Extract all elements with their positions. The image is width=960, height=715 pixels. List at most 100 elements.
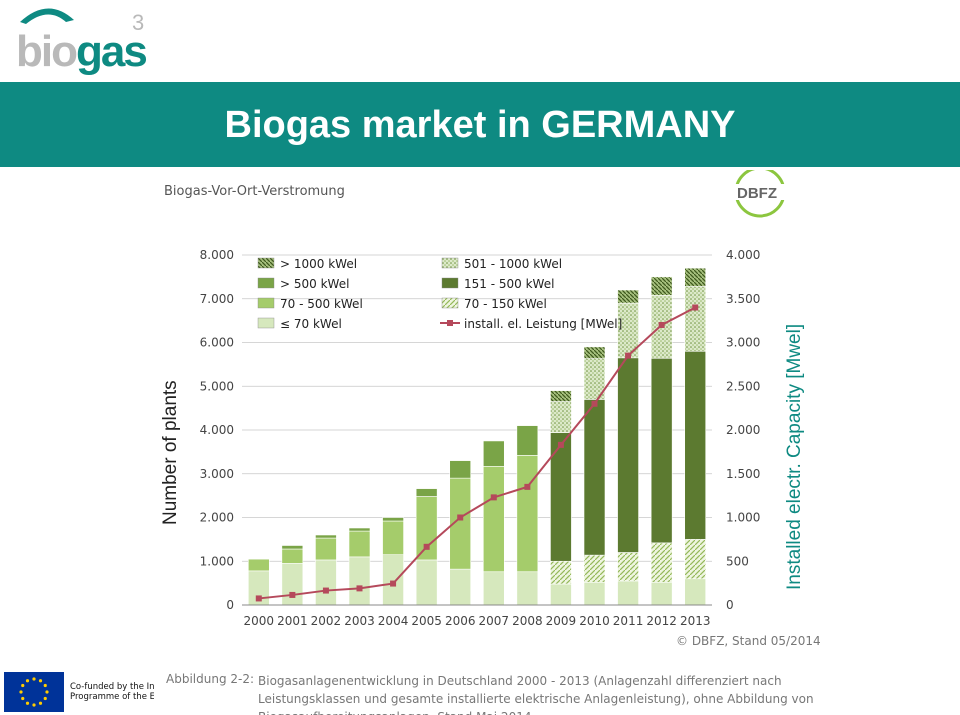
y-left-tick-label: 8.000 xyxy=(200,248,234,262)
bar-segment-70-500-kwel-2008 xyxy=(516,455,539,573)
eu-star xyxy=(38,679,43,683)
y-axis-right-title: Installed electr. Capacity [Mwel] xyxy=(784,323,805,590)
y-left-tick-label: 3.000 xyxy=(200,467,234,481)
y-axis-left-title: Number of plants xyxy=(160,380,181,525)
bar-segment-501-1000-kwel-2013 xyxy=(684,286,707,352)
bar-segment-70-kwel-2002 xyxy=(315,559,337,606)
x-tick-label: 2011 xyxy=(613,614,644,628)
x-tick-label: 2000 xyxy=(244,614,275,628)
bar-segment-70-kwel-2001 xyxy=(281,563,304,606)
chart-subtitle: Biogas-Vor-Ort-Verstromung xyxy=(164,184,345,199)
x-tick-label: 2007 xyxy=(479,614,510,628)
bar-segment-70-kwel-2007 xyxy=(482,571,505,606)
legend-label-501-1000-kwel: 501 - 1000 kWel xyxy=(464,257,562,271)
bar-segment-70-500-kwel-2002 xyxy=(315,537,337,561)
y-left-tick-label: 4.000 xyxy=(200,423,234,437)
footer: Co-funded by the Intell Programme of the… xyxy=(0,668,960,715)
legend-swatch-151-500-kwel xyxy=(441,277,459,289)
bar-segment-500-kwel-2006 xyxy=(449,460,472,479)
bar-segment-1000-kwel-2011 xyxy=(617,289,639,304)
capacity-point-2011 xyxy=(625,352,632,359)
bar-segment-70-500-kwel-2003 xyxy=(348,530,371,558)
bar-segment-70-500-kwel-2007 xyxy=(482,466,505,573)
eu-flag-icon xyxy=(4,672,64,712)
bar-segment-151-500-kwel-2010 xyxy=(583,399,606,556)
capacity-point-2013 xyxy=(692,304,699,311)
eu-star xyxy=(19,690,23,694)
bar-segment-70-kwel-2010 xyxy=(583,581,606,606)
eu-star xyxy=(25,679,30,683)
eu-cofunding-text: Co-funded by the Intell Programme of the… xyxy=(70,682,154,702)
bar-segment-500-kwel-2007 xyxy=(482,440,505,467)
eu-star xyxy=(21,696,25,701)
bar-segment-70-150-kwel-2009 xyxy=(550,560,572,585)
legend-swatch-70-kwel xyxy=(257,317,275,329)
y-right-tick-label: 3.500 xyxy=(726,292,760,306)
eu-star xyxy=(45,690,49,694)
eu-text-line-1: Co-funded by the Intell xyxy=(70,682,154,692)
logo-text: biogas xyxy=(16,27,146,76)
eu-star xyxy=(38,701,43,705)
legend-swatch-1000-kwel xyxy=(257,257,275,269)
legend-swatch-501-1000-kwel xyxy=(441,257,459,269)
bar-segment-1000-kwel-2013 xyxy=(684,267,707,287)
y-right-tick-label: 3.000 xyxy=(726,336,760,350)
eu-star xyxy=(21,683,25,688)
y-left-tick-label: 2.000 xyxy=(200,511,234,525)
eu-star xyxy=(32,677,36,681)
bar-segment-70-500-kwel-2004 xyxy=(382,520,404,555)
page-title: Biogas market in GERMANY xyxy=(224,104,736,146)
y-right-tick-label: 1.500 xyxy=(726,467,760,481)
capacity-point-2008 xyxy=(524,483,531,490)
bar-segment-151-500-kwel-2009 xyxy=(550,432,572,562)
x-tick-label: 2003 xyxy=(344,614,375,628)
bar-segment-70-150-kwel-2013 xyxy=(684,539,707,580)
bar-segment-501-1000-kwel-2009 xyxy=(550,401,572,433)
bar-segment-1000-kwel-2012 xyxy=(650,276,673,296)
bar-segment-1000-kwel-2010 xyxy=(583,346,606,359)
eu-star xyxy=(32,703,36,707)
legend-swatch-70-150-kwel xyxy=(441,297,459,309)
bar-segment-500-kwel-2004 xyxy=(382,517,404,522)
y-left-tick-label: 1.000 xyxy=(200,554,234,568)
chart-credit: © DBFZ, Stand 05/2014 xyxy=(676,634,821,648)
bar-segment-70-kwel-2003 xyxy=(348,556,371,606)
bar-segment-70-kwel-2008 xyxy=(516,571,539,606)
legend-swatch-70-500-kwel xyxy=(257,297,275,309)
x-tick-label: 2012 xyxy=(646,614,677,628)
capacity-point-2003 xyxy=(356,585,363,592)
dbfz-logo-text: DBFZ xyxy=(737,185,777,202)
capacity-point-2000 xyxy=(255,595,262,602)
bar-segment-151-500-kwel-2011 xyxy=(617,357,639,553)
bar-segment-70-500-kwel-2001 xyxy=(281,548,304,564)
x-tick-label: 2005 xyxy=(411,614,442,628)
capacity-point-2012 xyxy=(658,322,665,328)
bar-segment-500-kwel-2005 xyxy=(415,488,438,497)
bar-segment-70-150-kwel-2010 xyxy=(583,554,606,583)
y-right-tick-label: 0 xyxy=(726,598,734,612)
logo-arc xyxy=(20,8,74,24)
legend-label-70-kwel: ≤ 70 kWel xyxy=(280,317,342,331)
legend-label-70-150-kwel: 70 - 150 kWel xyxy=(464,297,547,311)
x-tick-label: 2013 xyxy=(680,614,711,628)
eu-star xyxy=(43,683,47,688)
bar-segment-70-kwel-2006 xyxy=(449,568,472,606)
logo-superscript: 3 xyxy=(132,10,144,35)
bar-segment-70-kwel-2004 xyxy=(382,554,404,606)
y-right-tick-label: 2.000 xyxy=(726,423,760,437)
bar-segment-151-500-kwel-2013 xyxy=(684,350,707,540)
bar-segment-70-kwel-2013 xyxy=(684,578,707,606)
y-left-tick-label: 5.000 xyxy=(200,379,234,393)
bar-segment-1000-kwel-2009 xyxy=(550,390,572,402)
bar-segment-500-kwel-2008 xyxy=(516,425,539,456)
bar-segment-70-kwel-2012 xyxy=(650,581,673,606)
bar-segment-500-kwel-2001 xyxy=(281,545,304,550)
eu-star xyxy=(43,696,47,701)
bar-segment-151-500-kwel-2012 xyxy=(650,357,673,544)
capacity-point-2006 xyxy=(457,514,464,521)
eu-star xyxy=(25,701,30,705)
bar-segment-70-150-kwel-2012 xyxy=(650,542,673,583)
bar-segment-70-500-kwel-2000 xyxy=(247,558,270,572)
bar-segment-70-kwel-2011 xyxy=(617,580,639,606)
legend-label-500-kwel: > 500 kWel xyxy=(280,277,349,291)
